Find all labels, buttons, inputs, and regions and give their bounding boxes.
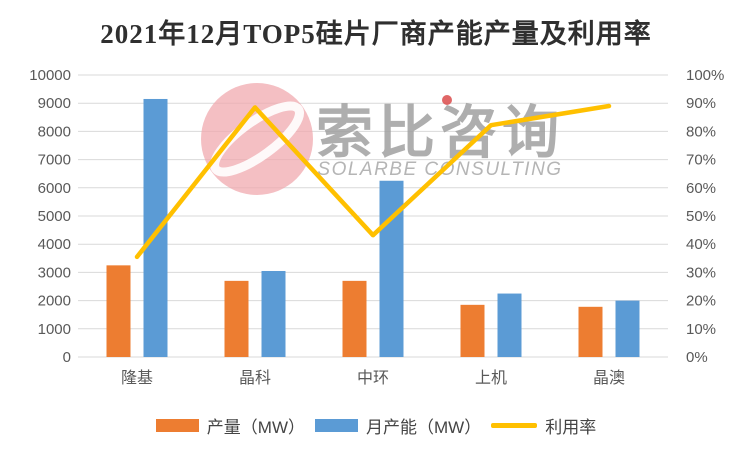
bar-月产能（MW）-隆基 [143,98,168,357]
legend: 产量（MW） 月产能（MW） 利用率 [0,410,752,440]
category-label: 上机 [475,369,507,387]
legend-label-utilization: 利用率 [545,417,597,437]
left-axis-tick-label: 3000 [38,264,71,281]
watermark-red-dot-icon [442,95,452,105]
left-axis-tick-label: 7000 [38,152,71,169]
bar-产量（MW）-晶科 [224,280,249,357]
right-axis-tick-label: 90% [686,95,716,112]
left-axis-tick-label: 8000 [38,123,71,140]
line-利用率 [134,103,612,260]
category-label: 中环 [357,369,389,387]
legend-label-capacity: 月产能（MW） [366,417,482,437]
bar-月产能（MW）-晶科 [261,270,286,357]
left-axis-tick-label: 5000 [38,208,71,225]
right-axis-tick-label: 70% [686,152,716,169]
axis-layer: 0 0% 1000 10% 2000 20% 3000 30% 4000 40% 5000 50% 60… [29,67,724,387]
chart-title: 2021年12月TOP5硅片厂商产能产量及利用率 [100,19,652,49]
left-axis-tick-label: 10000 [29,67,71,84]
left-axis-tick-label: 9000 [38,95,71,112]
line-layer [134,103,612,260]
bar-产量（MW）-上机 [460,304,485,357]
right-axis-tick-label: 0% [686,349,708,366]
left-axis-tick-label: 1000 [38,321,71,338]
left-axis-tick-label: 4000 [38,236,71,253]
grid-layer [78,74,668,358]
bar-产量（MW）-隆基 [106,265,131,357]
right-axis-tick-label: 30% [686,264,716,281]
right-axis-tick-label: 20% [686,293,716,310]
bar-产量（MW）-中环 [342,280,367,357]
right-axis-tick-label: 80% [686,123,716,140]
category-label: 晶科 [239,369,271,387]
right-axis-tick-label: 50% [686,208,716,225]
left-axis-tick-label: 0 [63,349,71,366]
bar-产量（MW）-晶澳 [578,306,603,357]
solarbe-logo-icon [201,83,313,195]
capacity-swatch-icon [315,418,358,432]
bar-月产能（MW）-晶澳 [615,300,640,357]
category-label: 隆基 [121,369,153,387]
right-axis-tick-label: 60% [686,180,716,197]
right-axis-tick-label: 10% [686,321,716,338]
solarbe-logo-swoosh-icon [210,101,304,177]
watermark-cn-text: 索比咨询 [316,101,564,165]
right-axis-tick-label: 40% [686,236,716,253]
left-axis-tick-label: 6000 [38,180,71,197]
left-axis-tick-label: 2000 [38,293,71,310]
right-axis-tick-label: 100% [686,67,724,84]
legend-item-production: 产量（MW） [155,413,305,438]
bar-月产能（MW）-上机 [497,293,522,357]
solarbe-watermark: 索比咨询 SOLARBE CONSULTING [201,83,564,195]
legend-item-utilization: 利用率 [491,413,596,438]
legend-item-capacity: 月产能（MW） [315,413,481,438]
category-label: 晶澳 [593,369,625,387]
watermark-en-text: SOLARBE CONSULTING [317,159,562,180]
legend-label-production: 产量（MW） [206,417,305,437]
production-swatch-icon [155,418,199,432]
utilization-swatch-icon [491,422,538,428]
bars-layer [106,98,640,357]
